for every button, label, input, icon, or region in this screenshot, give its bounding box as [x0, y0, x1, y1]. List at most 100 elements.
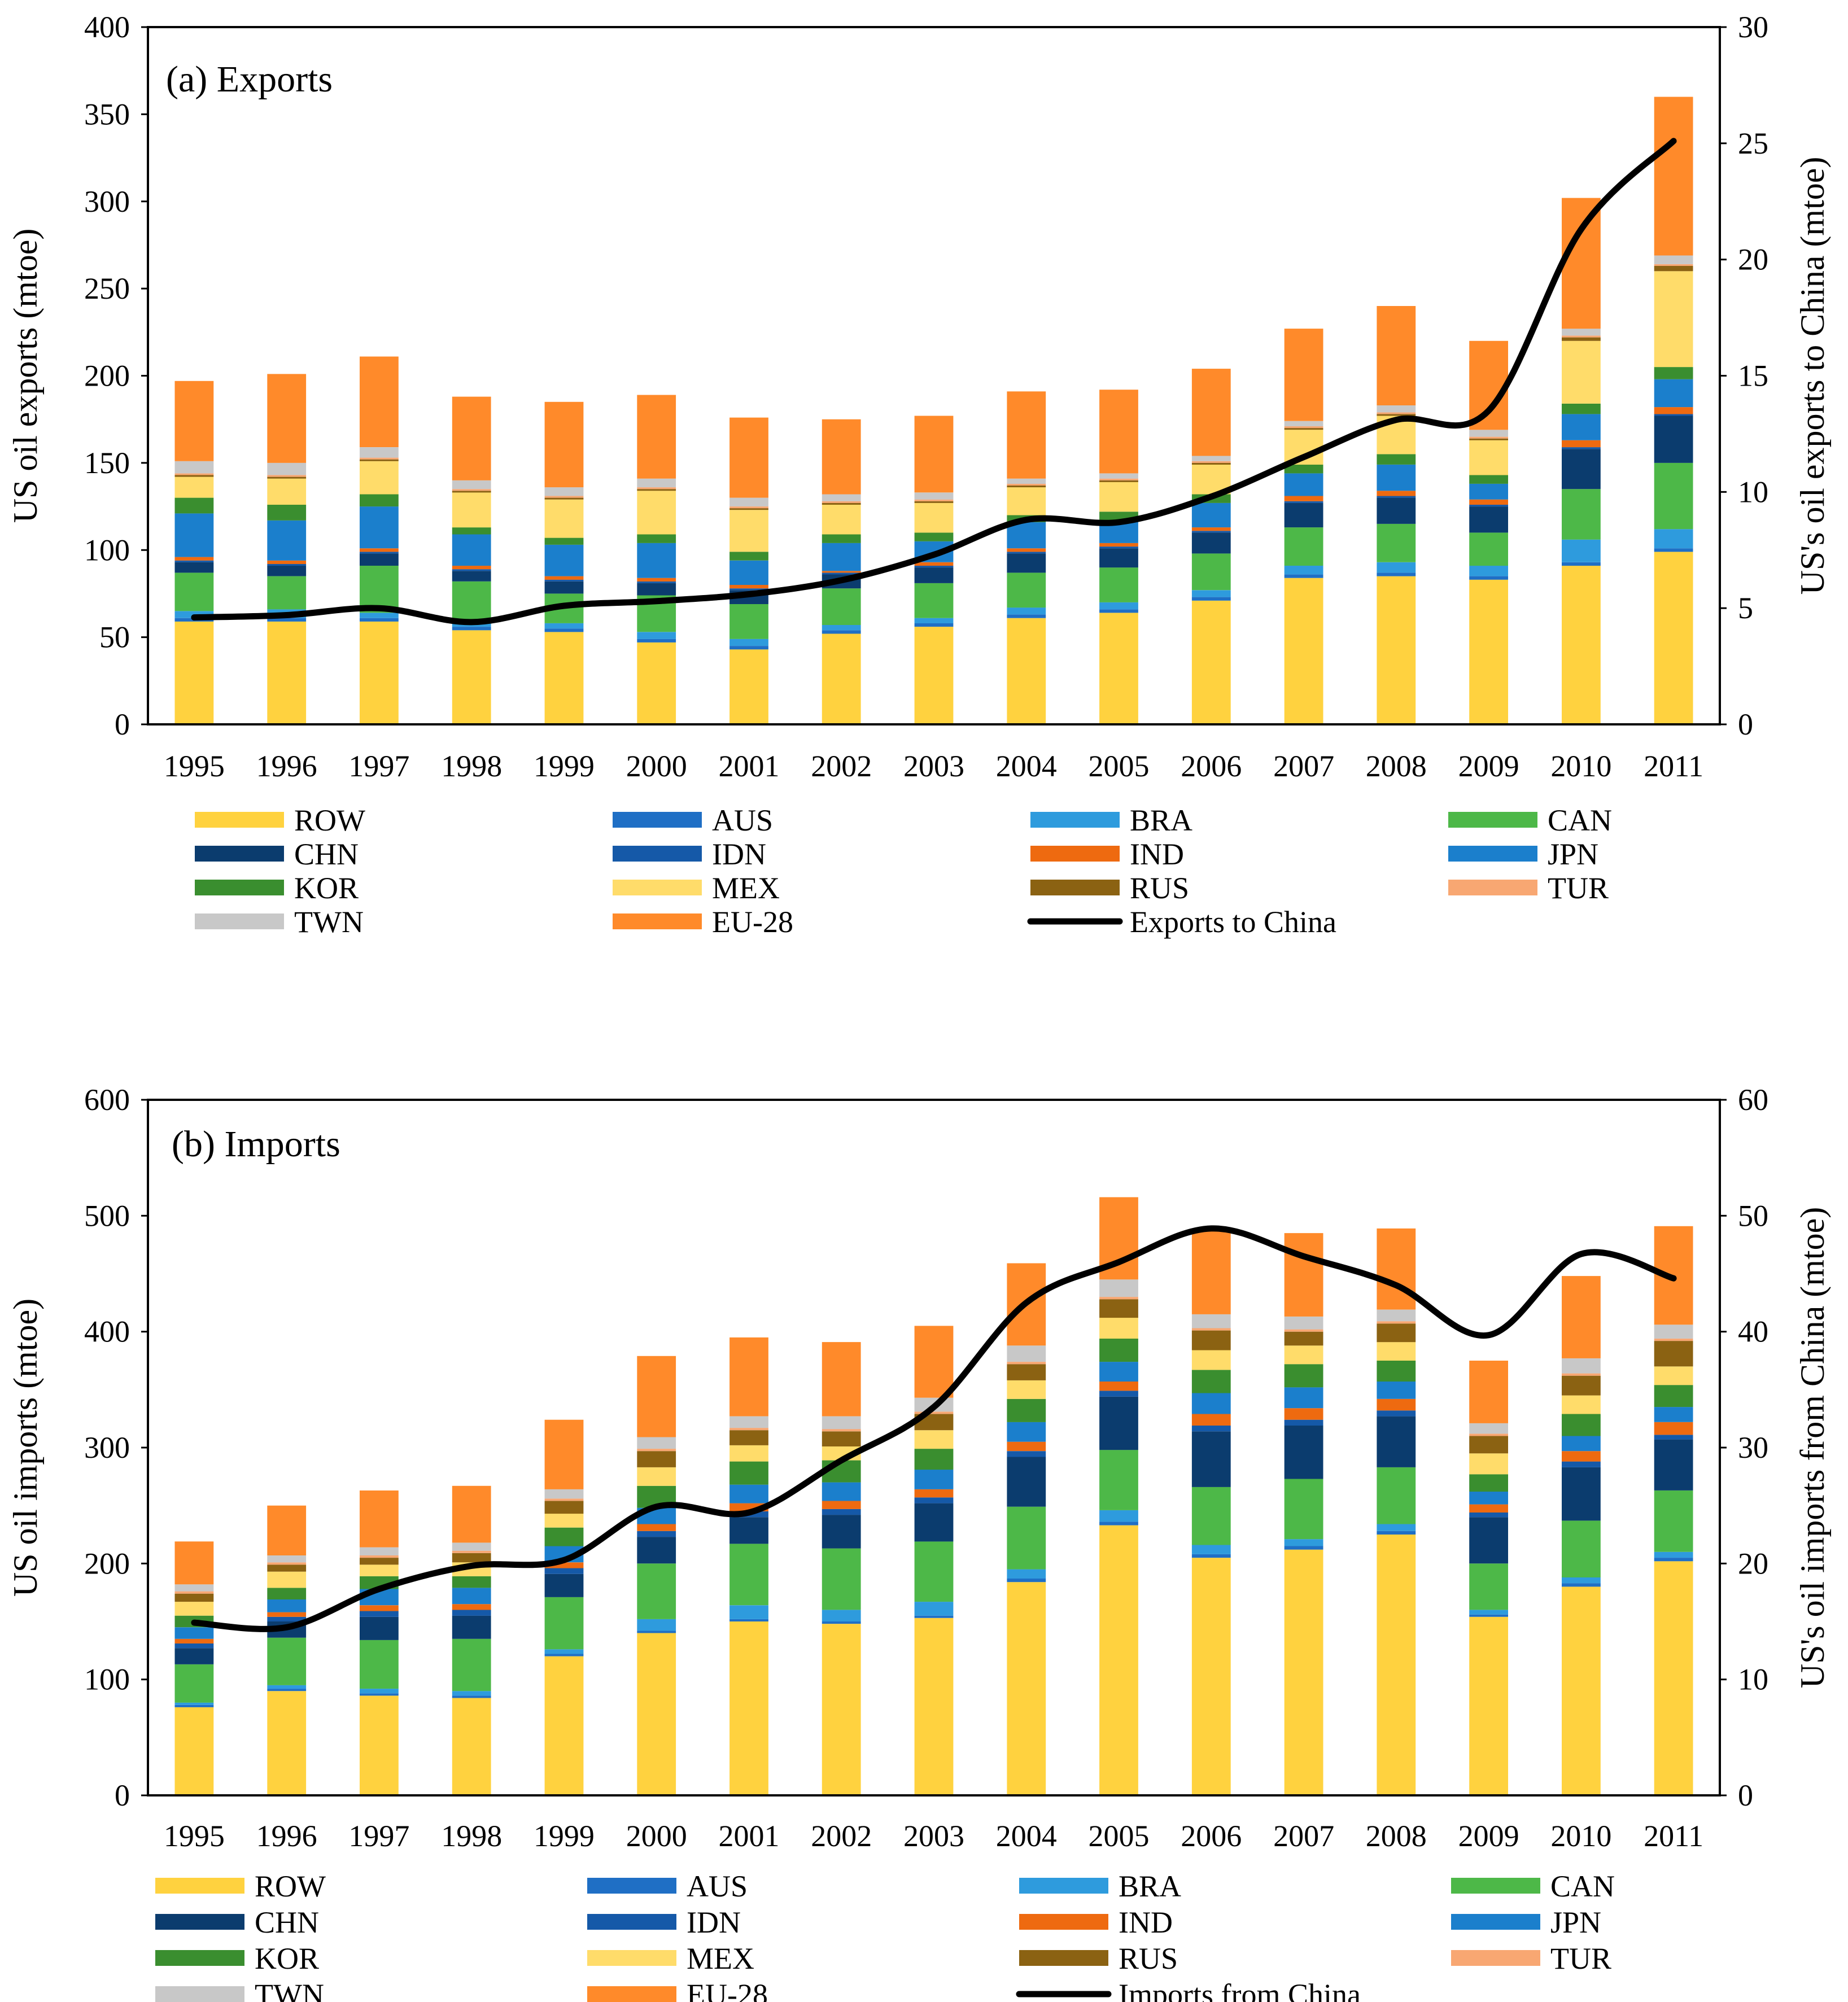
bar-eu-28-2011: [1654, 97, 1693, 256]
bar-ind-2000: [637, 578, 676, 582]
bar-series-group: [174, 97, 1693, 724]
bar-row-1998: [452, 630, 491, 724]
bar-tur-2004: [1007, 483, 1046, 486]
bar-bra-2001: [729, 639, 768, 646]
bar-aus-2000: [637, 1631, 676, 1633]
bar-ind-2011: [1654, 407, 1693, 414]
bar-bra-2008: [1377, 1524, 1416, 1531]
bar-tur-2004: [1007, 1362, 1046, 1365]
bar-tur-2008: [1377, 1321, 1416, 1324]
legend-swatch-can: [1448, 812, 1537, 828]
bar-idn-2002: [822, 1509, 861, 1515]
bar-bra-2009: [1469, 1610, 1508, 1615]
bar-tur-2011: [1654, 1339, 1693, 1341]
bar-eu-28-1998: [452, 1485, 491, 1543]
bar-aus-1999: [544, 1654, 584, 1656]
bar-rus-1999: [544, 1501, 584, 1514]
bar-eu-28-1995: [174, 381, 214, 461]
bar-can-2001: [729, 604, 768, 639]
bar-mex-2002: [822, 505, 861, 535]
bar-kor-2004: [1007, 1398, 1046, 1422]
bar-rus-2007: [1284, 1331, 1323, 1346]
bar-twn-2009: [1469, 1423, 1508, 1434]
bar-rus-1996: [267, 1564, 307, 1572]
bar-can-2006: [1191, 553, 1231, 591]
bar-twn-2008: [1377, 405, 1416, 413]
bar-bra-2005: [1099, 1510, 1138, 1522]
bar-tur-1999: [544, 496, 584, 498]
bar-bra-2007: [1284, 566, 1323, 575]
bar-idn-2003: [914, 566, 954, 568]
bar-jpn-2011: [1654, 1407, 1693, 1422]
bar-twn-1997: [360, 1547, 399, 1555]
bar-can-2010: [1562, 489, 1601, 540]
legend-swatch-chn: [155, 1914, 244, 1930]
bar-ind-2007: [1284, 496, 1323, 501]
bar-row-2004: [1007, 618, 1046, 724]
bar-eu-28-2006: [1191, 369, 1231, 456]
bar-twn-2000: [637, 1437, 676, 1449]
bar-eu-28-1999: [544, 1419, 584, 1489]
bar-row-2010: [1562, 566, 1601, 724]
bar-rus-2009: [1469, 438, 1508, 440]
y-tick-label: 300: [84, 1431, 130, 1465]
legend-swatch-kor: [195, 880, 284, 895]
bar-ind-1998: [452, 566, 491, 570]
bar-row-2000: [637, 1633, 676, 1795]
legend-label-eu-28: EU-28: [687, 1978, 768, 2002]
bar-aus-2005: [1099, 1522, 1138, 1525]
bar-aus-2001: [729, 1619, 768, 1621]
bar-idn-1999: [544, 1568, 584, 1574]
bar-row-1997: [360, 1695, 399, 1795]
bar-bra-1999: [544, 623, 584, 629]
bar-rus-2011: [1654, 266, 1693, 272]
bar-chn-2006: [1191, 532, 1231, 554]
x-tick-label: 2005: [1089, 1819, 1150, 1853]
bar-twn-2010: [1562, 329, 1601, 336]
bar-chn-2005: [1099, 1396, 1138, 1450]
legend-label-kor: KOR: [255, 1942, 319, 1975]
bar-rus-2004: [1007, 486, 1046, 488]
y-tick-label: 50: [99, 620, 130, 654]
legend-label-chn: CHN: [255, 1905, 319, 1939]
bar-row-2003: [914, 627, 954, 724]
bar-kor-2003: [914, 1449, 954, 1470]
bar-kor-2003: [914, 532, 954, 541]
bar-eu-28-2000: [637, 395, 676, 479]
x-tick-label: 2007: [1273, 749, 1334, 783]
bar-twn-2009: [1469, 430, 1508, 437]
bar-jpn-2007: [1284, 473, 1323, 496]
bar-mex-2003: [914, 1430, 954, 1449]
bar-can-2000: [637, 1563, 676, 1619]
bar-jpn-2004: [1007, 1422, 1046, 1442]
bar-kor-1995: [174, 497, 214, 514]
bar-aus-2008: [1377, 1531, 1416, 1535]
x-tick-label: 2000: [626, 749, 687, 783]
bar-ind-1999: [544, 1562, 584, 1568]
bar-chn-2011: [1654, 416, 1693, 463]
bar-aus-2004: [1007, 1579, 1046, 1583]
bar-jpn-2009: [1469, 1492, 1508, 1505]
bar-bra-2004: [1007, 1569, 1046, 1579]
y2-tick-label: 10: [1738, 1663, 1768, 1697]
y-tick-label: 400: [84, 10, 130, 44]
legend-label-bra: BRA: [1119, 1869, 1181, 1903]
bar-aus-2006: [1191, 597, 1231, 601]
bar-jpn-1999: [544, 545, 584, 576]
bar-aus-2001: [729, 646, 768, 650]
bar-can-1998: [452, 1638, 491, 1691]
bar-idn-1996: [267, 564, 307, 566]
x-tick-label: 2008: [1366, 1819, 1427, 1853]
bar-kor-2010: [1562, 403, 1601, 414]
bar-row-2009: [1469, 1616, 1508, 1795]
legend-swatch-aus: [613, 812, 702, 828]
bar-bra-2002: [822, 1610, 861, 1621]
bar-can-2009: [1469, 1563, 1508, 1610]
bar-chn-2003: [914, 1503, 954, 1542]
bar-eu-28-1995: [174, 1541, 214, 1585]
legend-label-jpn: JPN: [1548, 837, 1598, 871]
legend-swatch-jpn: [1448, 846, 1537, 862]
bar-mex-2011: [1654, 271, 1693, 368]
bar-row-2002: [822, 633, 861, 724]
bar-aus-1998: [452, 1695, 491, 1698]
